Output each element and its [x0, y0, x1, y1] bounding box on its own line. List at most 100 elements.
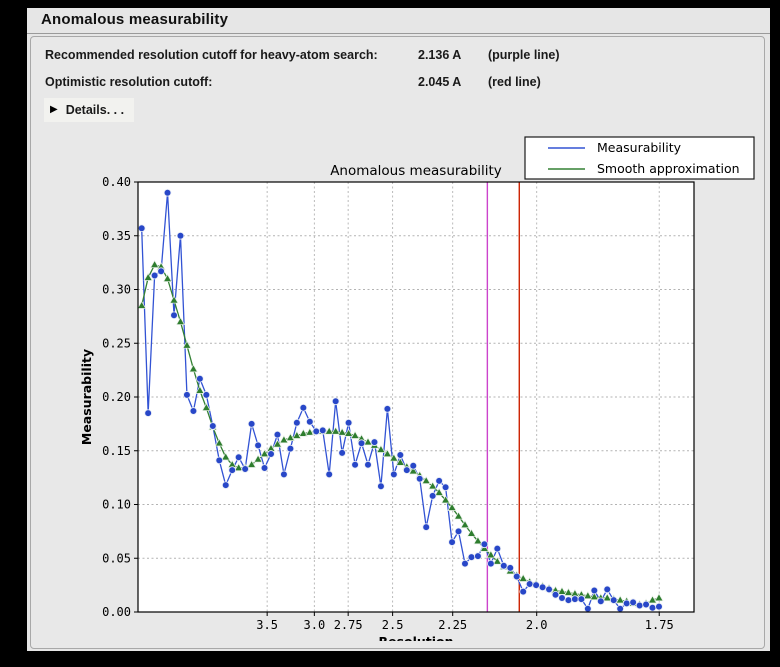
smooth-approximation-marker	[234, 463, 244, 472]
measurability-marker	[234, 453, 243, 462]
x-tick-label: 2.25	[438, 618, 467, 632]
smooth-approximation-marker	[298, 428, 308, 437]
measurability-marker	[519, 587, 527, 596]
y-axis-label: Measurability	[79, 349, 94, 445]
measurability-marker	[622, 599, 631, 608]
smooth-approximation-marker	[214, 438, 224, 447]
measurability-marker	[215, 456, 224, 465]
measurability-marker	[564, 596, 573, 604]
measurability-marker	[247, 420, 256, 428]
measurability-marker	[318, 426, 327, 435]
smooth-approximation-marker	[247, 459, 257, 468]
plot-background	[138, 182, 694, 612]
smooth-approximation-marker	[492, 556, 502, 565]
measurability-marker	[221, 481, 230, 489]
measurability-marker	[344, 418, 353, 427]
legend-smooth-label: Smooth approximation	[597, 161, 740, 176]
measurability-marker	[590, 586, 599, 595]
measurability-marker	[370, 438, 379, 446]
measurability-marker	[525, 580, 534, 588]
smooth-approximation-marker	[473, 536, 483, 545]
measurability-marker	[603, 585, 612, 594]
smooth-approximation-marker	[169, 295, 179, 304]
legend-box	[524, 136, 755, 180]
smooth-approximation-marker	[376, 444, 386, 453]
measurability-marker	[487, 559, 495, 568]
smooth-approximation-marker	[285, 432, 296, 441]
chart-canvas: 0.00 0.05 0.10 0.15 0.20 0.25 0.30 0.35 0.40 3.5 3…	[79, 136, 755, 649]
measurability-marker	[512, 572, 521, 581]
recommended-cutoff-row: Recommended resolution cutoff for heavy-…	[31, 48, 764, 66]
smooth-approximation-marker	[395, 457, 405, 466]
smooth-approximation-marker	[563, 587, 574, 596]
measurability-marker	[551, 590, 560, 599]
smooth-approximation-marker	[175, 316, 186, 325]
x-tick-label: 3.5	[256, 618, 278, 632]
measurability-marker	[260, 464, 269, 472]
measurability-marker	[435, 477, 443, 485]
y-tick-label: 0.05	[102, 551, 131, 565]
chart-title: Anomalous measurability	[330, 163, 502, 179]
smooth-approximation-marker	[195, 385, 205, 394]
smooth-approximation-marker	[518, 573, 528, 582]
measurability-marker	[571, 595, 579, 603]
smooth-approximation-marker	[221, 452, 231, 461]
measurability-marker	[629, 598, 637, 607]
measurability-marker	[409, 461, 418, 470]
measurability-marker	[338, 449, 346, 457]
measurability-marker	[228, 466, 237, 474]
measurability-marker	[584, 604, 592, 613]
smooth-approximation-marker	[434, 487, 444, 496]
x-axis-label: Resolution	[378, 634, 453, 641]
smooth-approximation-marker	[324, 426, 334, 435]
measurability-marker	[428, 492, 437, 500]
smooth-approximation-marker	[162, 273, 173, 282]
measurability-marker	[390, 470, 398, 479]
smooth-approximation-marker	[654, 593, 664, 602]
measurability-marker	[176, 231, 185, 240]
measurability-marker	[655, 602, 663, 611]
measurability-marker	[648, 603, 657, 612]
measurability-marker	[635, 601, 644, 610]
measurability-marker	[299, 403, 308, 412]
measurability-marker	[183, 391, 191, 399]
measurability-marker	[325, 470, 334, 479]
measurability-marker	[209, 422, 217, 430]
measurability-marker	[293, 418, 301, 427]
legend-measurability-label: Measurability	[597, 140, 682, 155]
x-tick-label: 2.0	[526, 618, 548, 632]
measurability-marker	[538, 583, 547, 592]
main-panel: Anomalous measurability Recommended reso…	[27, 8, 770, 651]
smooth-approximation-marker	[343, 428, 354, 437]
y-tick-label: 0.15	[102, 444, 131, 458]
y-tick-label: 0.25	[102, 336, 131, 350]
measurability-marker	[545, 585, 553, 594]
measurability-marker	[402, 466, 411, 474]
details-disclosure-button[interactable]: ▶ Details. . .	[44, 98, 135, 122]
smooth-approximation-marker	[253, 454, 263, 463]
measurability-marker	[202, 391, 211, 399]
smooth-approximation-marker	[188, 364, 199, 373]
smooth-approximation-marker	[408, 466, 418, 475]
measurability-marker	[415, 474, 424, 483]
smooth-approximation-marker	[389, 453, 399, 462]
smooth-approximation-marker	[143, 272, 153, 281]
measurability-marker	[532, 581, 540, 589]
measurability-marker	[642, 600, 650, 609]
measurability-marker	[616, 604, 624, 613]
measurability-marker	[286, 444, 295, 453]
smooth-approximation-marker	[486, 550, 496, 559]
smooth-approximation-marker	[150, 259, 160, 268]
measurability-marker	[306, 417, 314, 426]
recommended-cutoff-label: Recommended resolution cutoff for heavy-…	[45, 48, 378, 62]
smooth-approximation-marker	[583, 590, 593, 600]
measurability-marker	[422, 523, 430, 531]
measurability-marker	[609, 596, 618, 604]
smooth-approximation-marker	[279, 435, 289, 444]
smooth-approximation-marker	[305, 427, 315, 436]
heading-divider	[27, 33, 770, 34]
details-label: Details. . .	[65, 103, 125, 117]
measurability-marker	[506, 564, 515, 572]
smooth-approximation-marker	[337, 427, 347, 436]
